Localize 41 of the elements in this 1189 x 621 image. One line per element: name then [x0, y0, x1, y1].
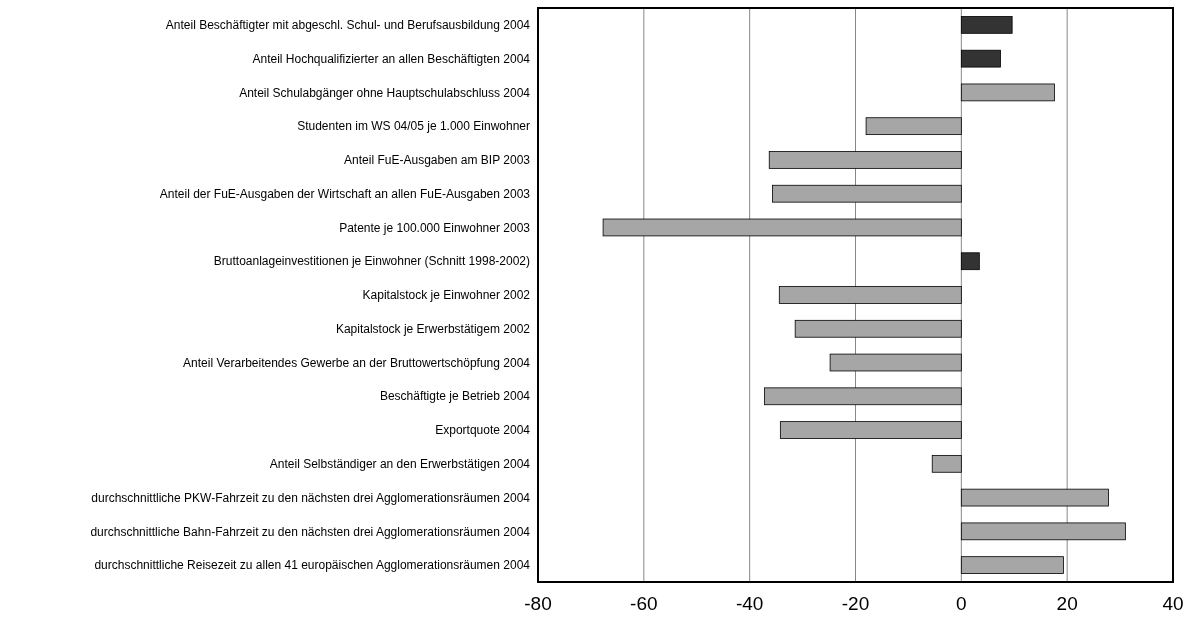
x-tick-label: -40 — [735, 593, 764, 614]
bar — [779, 421, 962, 439]
y-tick-label: Anteil Beschäftigter mit abgeschl. Schul- und Berufsausbildung 2004 — [165, 18, 531, 33]
bar — [602, 218, 962, 237]
bar — [960, 16, 1013, 34]
y-tick-label: Bruttoanlageinvestitionen je Einwohner (Schnitt 1998-2002) — [213, 254, 530, 269]
y-tick-label: Beschäftigte je Betrieb 2004 — [379, 389, 531, 404]
bar — [960, 83, 1055, 102]
y-tick-label: Anteil FuE-Ausgaben am BIP 2003 — [344, 153, 531, 168]
x-tick-label: 40 — [1162, 593, 1184, 614]
y-tick-label: Anteil der FuE-Ausgaben der Wirtschaft an allen FuE-Ausgaben 2003 — [159, 186, 531, 201]
bar — [829, 353, 962, 372]
bar — [960, 522, 1126, 541]
x-tick-label: -60 — [630, 593, 658, 614]
y-tick-label: Patente je 100.000 Einwohner 2003 — [339, 220, 531, 235]
y-tick-label: durchschnittliche Bahn-Fahrzeit zu den nächsten drei Agglomerationsräumen 2004 — [90, 524, 531, 539]
bar — [960, 556, 1064, 574]
bar — [960, 49, 1001, 68]
bar — [931, 454, 962, 473]
y-tick-label: durchschnittliche PKW-Fahrzeit zu den nächsten drei Agglomerationsräumen 2004 — [91, 490, 531, 505]
x-tick-label: -80 — [524, 593, 552, 614]
x-tick-label: 0 — [956, 593, 967, 614]
y-tick-label: Studenten im WS 04/05 je 1.000 Einwohner — [297, 119, 530, 134]
bar — [794, 319, 962, 338]
bar — [772, 184, 962, 203]
y-tick-label: durchschnittliche Reisezeit zu allen 41 europäischen Agglomerationsräumen 2004 — [94, 558, 531, 573]
y-tick-label: Anteil Hochqualifizierter an allen Beschäftigten 2004 — [252, 51, 531, 66]
bar — [764, 387, 962, 406]
bar — [768, 151, 962, 169]
y-tick-label: Anteil Schulabgänger ohne Hauptschulabschluss 2004 — [239, 85, 531, 100]
bar — [778, 286, 962, 304]
y-tick-label: Exportquote 2004 — [435, 423, 531, 438]
bar — [960, 488, 1109, 507]
y-tick-label: Kapitalstock je Einwohner 2002 — [362, 288, 531, 303]
x-tick-label: 20 — [1056, 593, 1078, 614]
x-tick-label: -20 — [841, 593, 870, 614]
y-tick-label: Anteil Selbständiger an den Erwerbstätigen 2004 — [269, 457, 531, 472]
y-tick-label: Anteil Verarbeitendes Gewerbe an der Bruttowertschöpfung 2004 — [183, 355, 531, 370]
y-tick-label: Kapitalstock je Erwerbstätigem 2002 — [335, 321, 531, 336]
bar — [960, 252, 980, 271]
bar — [865, 117, 962, 136]
